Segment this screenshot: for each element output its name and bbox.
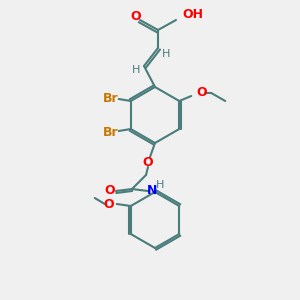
Text: Br: Br: [103, 125, 118, 139]
Text: O: O: [196, 86, 207, 100]
Text: O: O: [131, 10, 141, 22]
Text: H: H: [162, 49, 170, 59]
Text: N: N: [147, 184, 157, 197]
Text: H: H: [156, 180, 164, 190]
Text: O: O: [105, 184, 115, 197]
Text: O: O: [143, 157, 153, 169]
Text: O: O: [103, 197, 114, 211]
Text: OH: OH: [182, 8, 203, 20]
Text: Br: Br: [103, 92, 118, 104]
Text: H: H: [132, 65, 140, 75]
